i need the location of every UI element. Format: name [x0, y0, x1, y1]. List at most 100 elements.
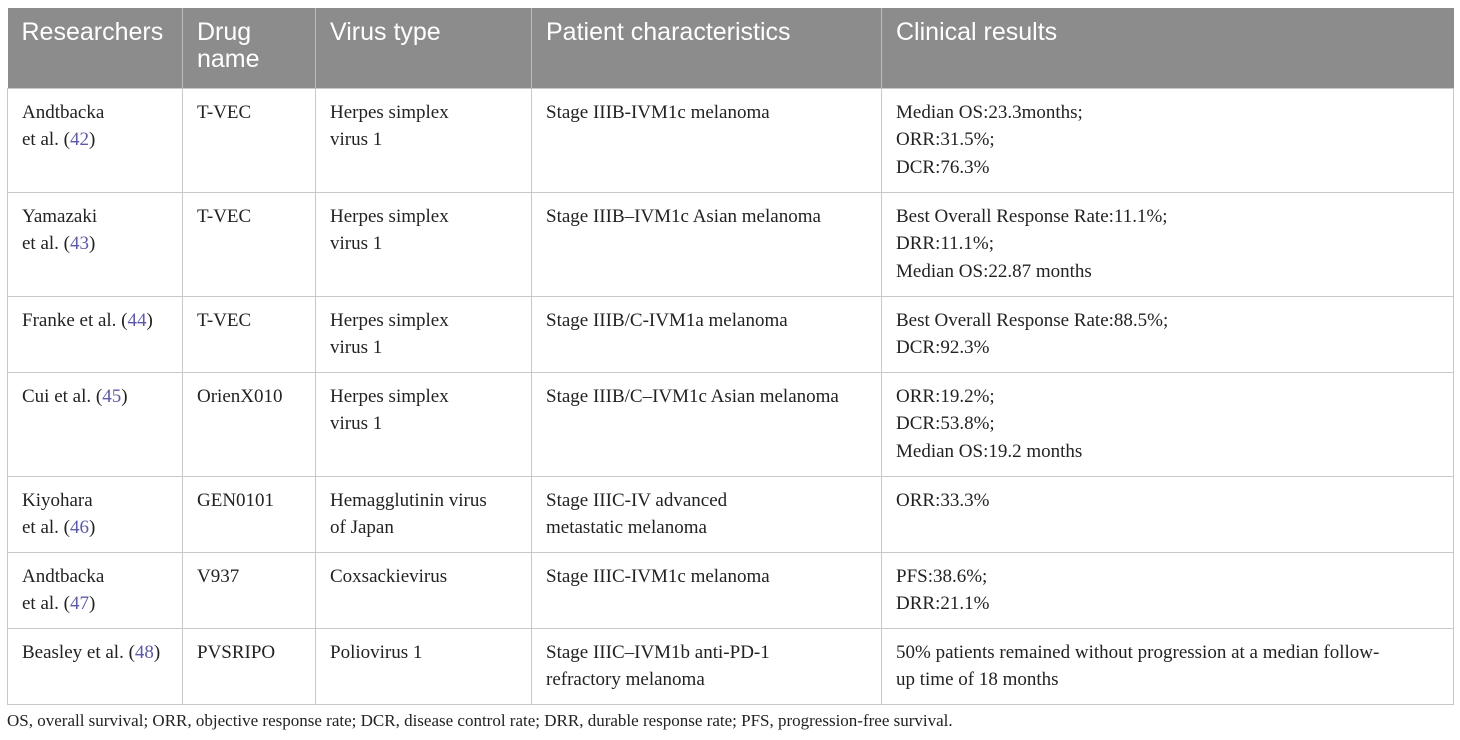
cell-virus-type: Poliovirus 1	[315, 627, 532, 705]
table-row: Andtbacka et al. (47) V937 Coxsackievirus St…	[7, 551, 1454, 628]
cell-researchers: Franke et al. (44)	[7, 295, 183, 372]
cell-patient-characteristics: Stage IIIC–IVM1b anti-PD-1 refractory mel…	[531, 627, 882, 705]
cell-researchers: Beasley et al. (48)	[7, 627, 183, 705]
cell-patient-characteristics: Stage IIIB–IVM1c Asian melanoma	[531, 191, 882, 296]
clinical-trials-table-container: Researchers Drug name Virus type Patient…	[7, 8, 1454, 705]
cell-researchers: Cui et al. (45)	[7, 371, 183, 476]
researchers-text: et al. (	[22, 593, 71, 614]
cell-drug-name: GEN0101	[182, 475, 316, 552]
cell-researchers: Kiyohara et al. (46)	[7, 475, 183, 552]
table-row: Yamazaki et al. (43) T-VEC Herpes simplex vi…	[7, 191, 1454, 296]
cell-virus-type: Coxsackievirus	[315, 551, 532, 628]
cell-virus-type: Hemagglutinin virus of Japan	[315, 475, 532, 552]
cell-virus-type-line: Hemagglutinin virus	[330, 489, 487, 511]
cell-clinical-results-line: DCR:53.8%;	[896, 413, 995, 434]
reference-link[interactable]: 45	[102, 385, 122, 407]
cell-clinical-results-line: ORR:19.2%;	[896, 385, 995, 407]
clinical-trials-table: Researchers Drug name Virus type Patient…	[7, 8, 1454, 705]
cell-patient-characteristics-line: Stage IIIB-IVM1c melanoma	[546, 101, 770, 123]
cell-clinical-results-line: 50% patients remained without progressio…	[896, 641, 1380, 663]
cell-patient-characteristics: Stage IIIC-IVM1c melanoma	[531, 551, 882, 628]
cell-clinical-results: ORR:33.3%	[881, 475, 1454, 552]
cell-virus-type: Herpes simplex virus 1	[315, 371, 532, 476]
cell-virus-type-line: Coxsackievirus	[330, 565, 448, 587]
table-header-row: Researchers Drug name Virus type Patient…	[7, 8, 1454, 88]
cell-patient-characteristics-line: Stage IIIC-IVM1c melanoma	[546, 565, 770, 587]
cell-clinical-results-line: Median OS:19.2 months	[896, 440, 1083, 462]
researchers-text: et al. (	[22, 129, 71, 150]
header-researchers: Researchers	[7, 8, 183, 88]
cell-clinical-results-line: DCR:76.3%	[896, 156, 990, 178]
cell-clinical-results-line: DCR:92.3%	[896, 337, 990, 358]
table-row: Andtbacka et al. (42) T-VEC Herpes simplex v…	[7, 87, 1454, 192]
cell-patient-characteristics: Stage IIIC-IV advanced metastatic melanom…	[531, 475, 882, 552]
cell-patient-characteristics: Stage IIIB/C–IVM1c Asian melanoma	[531, 371, 882, 476]
researchers-text: Yamazaki	[22, 205, 98, 227]
cell-researchers: Andtbacka et al. (47)	[7, 551, 183, 628]
reference-link[interactable]: 48	[134, 641, 154, 663]
researchers-text: et al. (	[22, 517, 71, 538]
cell-virus-type: Herpes simplex virus 1	[315, 295, 532, 372]
cell-patient-characteristics-line: Stage IIIB–IVM1c Asian melanoma	[546, 205, 821, 227]
researchers-text: Franke et al. (	[22, 309, 128, 331]
cell-patient-characteristics-line: Stage IIIB/C-IVM1a melanoma	[546, 309, 788, 331]
cell-patient-characteristics-line: refractory melanoma	[546, 669, 705, 690]
reference-link[interactable]: 47	[70, 593, 90, 614]
cell-clinical-results-line: DRR:11.1%;	[896, 233, 994, 254]
cell-patient-characteristics: Stage IIIB/C-IVM1a melanoma	[531, 295, 882, 372]
cell-clinical-results-line: Median OS:22.87 months	[896, 260, 1092, 282]
cell-virus-type-line: virus 1	[330, 337, 383, 358]
header-patient-characteristics: Patient characteristics	[531, 8, 882, 88]
cell-patient-characteristics-line: Stage IIIB/C–IVM1c Asian melanoma	[546, 385, 839, 407]
cell-clinical-results-line: ORR:33.3%	[896, 489, 990, 511]
cell-virus-type: Herpes simplex virus 1	[315, 191, 532, 296]
cell-clinical-results-line: ORR:31.5%;	[896, 129, 995, 150]
researchers-text: Beasley et al. (	[22, 641, 135, 663]
researchers-text: Andtbacka	[22, 565, 105, 587]
cell-clinical-results: ORR:19.2%; DCR:53.8%; Median OS:19.2 month…	[881, 371, 1454, 476]
cell-virus-type-line: Herpes simplex	[330, 101, 449, 123]
cell-drug-name: V937	[182, 551, 316, 628]
cell-clinical-results: PFS:38.6%; DRR:21.1%	[881, 551, 1454, 628]
researchers-text: Kiyohara	[22, 489, 93, 511]
header-drug-name: Drug name	[182, 8, 316, 88]
table-footnote: OS, overall survival; ORR, objective res…	[7, 711, 953, 730]
cell-virus-type-line: Poliovirus 1	[330, 641, 423, 663]
header-virus-type: Virus type	[315, 8, 532, 88]
cell-drug-name: T-VEC	[182, 191, 316, 296]
cell-patient-characteristics: Stage IIIB-IVM1c melanoma	[531, 87, 882, 192]
cell-virus-type-line: virus 1	[330, 233, 383, 254]
cell-researchers: Andtbacka et al. (42)	[7, 87, 183, 192]
cell-virus-type-line: virus 1	[330, 129, 383, 150]
cell-clinical-results-line: Median OS:23.3months;	[896, 101, 1083, 123]
cell-clinical-results: Median OS:23.3months; ORR:31.5%; DCR:76.3%	[881, 87, 1454, 192]
cell-clinical-results: 50% patients remained without progressio…	[881, 627, 1454, 705]
cell-virus-type: Herpes simplex virus 1	[315, 87, 532, 192]
cell-clinical-results-line: DRR:21.1%	[896, 593, 990, 614]
cell-patient-characteristics-line: metastatic melanoma	[546, 517, 707, 538]
cell-virus-type-line: Herpes simplex	[330, 309, 449, 331]
header-clinical-results: Clinical results	[881, 8, 1454, 88]
reference-link[interactable]: 46	[70, 517, 90, 538]
table-row: Kiyohara et al. (46) GEN0101 Hemagglutinin …	[7, 475, 1454, 552]
cell-virus-type-line: virus 1	[330, 413, 383, 434]
researchers-text: et al. (	[22, 233, 71, 254]
researchers-text: Cui et al. (	[22, 385, 103, 407]
researchers-text: Andtbacka	[22, 101, 105, 123]
cell-virus-type-line: Herpes simplex	[330, 385, 449, 407]
reference-link[interactable]: 44	[127, 309, 147, 331]
table-row: Franke et al. (44) T-VEC Herpes simplex vir…	[7, 295, 1454, 372]
table-row: Cui et al. (45) OrienX010 Herpes simplex vi…	[7, 371, 1454, 476]
cell-virus-type-line: Herpes simplex	[330, 205, 449, 227]
cell-clinical-results-line: PFS:38.6%;	[896, 565, 988, 587]
cell-researchers: Yamazaki et al. (43)	[7, 191, 183, 296]
cell-clinical-results: Best Overall Response Rate:88.5%; DCR:92.…	[881, 295, 1454, 372]
cell-drug-name: T-VEC	[182, 87, 316, 192]
table-row: Beasley et al. (48) PVSRIPO Poliovirus 1 St…	[7, 627, 1454, 705]
cell-clinical-results-line: Best Overall Response Rate:88.5%;	[896, 309, 1169, 331]
cell-clinical-results: Best Overall Response Rate:11.1%; DRR:11.…	[881, 191, 1454, 296]
cell-virus-type-line: of Japan	[330, 517, 394, 538]
reference-link[interactable]: 42	[70, 129, 90, 150]
cell-clinical-results-line: Best Overall Response Rate:11.1%;	[896, 205, 1168, 227]
reference-link[interactable]: 43	[70, 233, 90, 254]
